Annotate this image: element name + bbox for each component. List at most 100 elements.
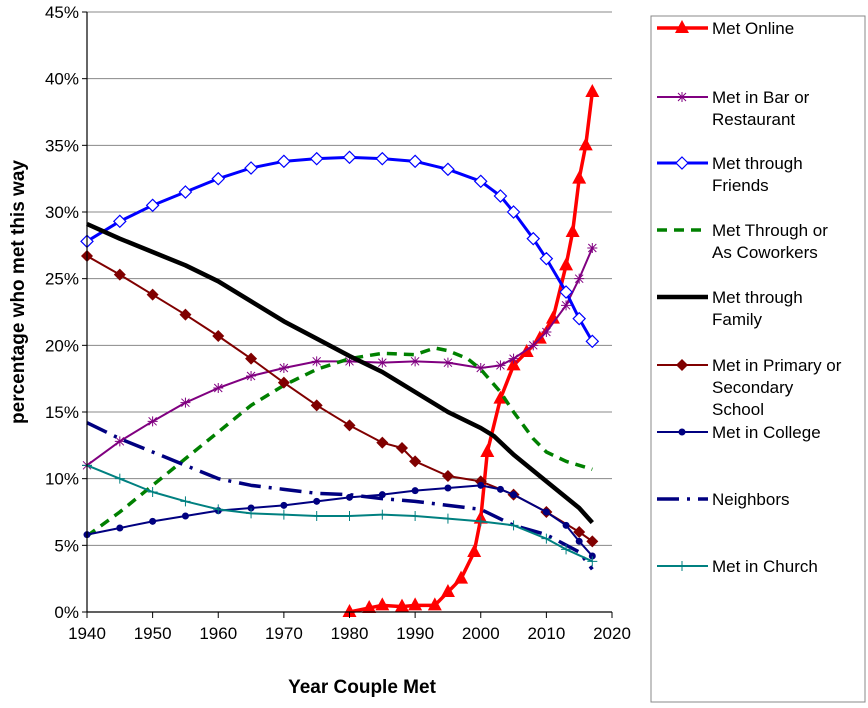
legend-label: Secondary bbox=[712, 378, 794, 397]
series-line bbox=[349, 91, 595, 614]
series-met-in-bar-or-restaurant bbox=[82, 243, 598, 471]
series-met-through-family bbox=[86, 221, 594, 525]
legend-label: Met Online bbox=[712, 19, 794, 38]
legend-label: Neighbors bbox=[712, 490, 790, 509]
data-point bbox=[562, 521, 570, 529]
data-point bbox=[375, 151, 390, 166]
data-point bbox=[377, 509, 388, 520]
y-tick-label: 35% bbox=[45, 136, 79, 155]
data-point bbox=[410, 511, 421, 521]
y-tick-label: 5% bbox=[54, 536, 79, 555]
data-point bbox=[145, 198, 160, 213]
legend: Met Online Met in Bar or Restaurant Met thr… bbox=[657, 19, 842, 576]
data-point bbox=[246, 371, 257, 381]
legend-label: Restaurant bbox=[712, 110, 795, 129]
data-point bbox=[442, 513, 453, 524]
x-tick-label: 2020 bbox=[593, 624, 631, 643]
data-point bbox=[278, 509, 289, 520]
data-point bbox=[178, 185, 193, 199]
data-point bbox=[247, 504, 255, 512]
y-tick-label: 45% bbox=[45, 3, 79, 22]
data-point bbox=[585, 334, 600, 349]
data-point bbox=[440, 584, 455, 597]
legend-item: Met Through or As Coworkers bbox=[657, 221, 828, 262]
data-point bbox=[408, 597, 423, 611]
legend-label: Met Through or bbox=[712, 221, 828, 240]
data-point bbox=[585, 84, 600, 97]
data-point bbox=[246, 508, 257, 519]
data-point bbox=[542, 508, 550, 516]
y-tick-label: 40% bbox=[45, 70, 79, 89]
data-point bbox=[277, 376, 290, 389]
data-point bbox=[545, 310, 560, 324]
data-point bbox=[565, 224, 580, 237]
legend-label: Met in College bbox=[712, 423, 821, 442]
data-point bbox=[573, 526, 586, 538]
data-point bbox=[587, 556, 598, 567]
data-point bbox=[311, 356, 322, 367]
x-tick-label: 1940 bbox=[68, 624, 106, 643]
y-tick-label: 10% bbox=[45, 470, 79, 489]
data-point bbox=[244, 161, 258, 175]
series-line bbox=[86, 155, 594, 343]
data-point bbox=[473, 174, 488, 189]
data-point bbox=[508, 520, 519, 531]
data-point bbox=[179, 308, 192, 321]
data-point bbox=[180, 496, 191, 507]
data-point bbox=[245, 352, 258, 365]
data-point bbox=[377, 357, 388, 368]
legend-item: Met Online bbox=[657, 19, 794, 38]
data-point bbox=[586, 535, 599, 548]
data-point bbox=[147, 416, 158, 427]
data-point bbox=[572, 311, 587, 326]
data-point bbox=[180, 397, 191, 408]
data-point bbox=[149, 517, 157, 525]
data-point bbox=[343, 419, 356, 432]
legend-marker bbox=[677, 561, 687, 571]
data-point bbox=[112, 214, 127, 229]
x-tick-label: 1950 bbox=[134, 624, 172, 643]
x-tick-label: 2010 bbox=[527, 624, 565, 643]
data-point bbox=[444, 484, 452, 492]
data-point bbox=[146, 288, 159, 301]
data-point bbox=[574, 273, 585, 284]
y-tick-label: 25% bbox=[45, 270, 79, 289]
data-point bbox=[344, 511, 355, 521]
data-point bbox=[114, 473, 125, 484]
legend-label: Family bbox=[712, 310, 763, 329]
legend-label: Met through bbox=[712, 288, 803, 307]
y-tick-label: 15% bbox=[45, 403, 79, 422]
x-axis-title: Year Couple Met bbox=[288, 677, 436, 698]
series-line bbox=[86, 221, 594, 525]
y-tick-label: 20% bbox=[45, 336, 79, 355]
data-point bbox=[575, 537, 583, 545]
data-point bbox=[212, 330, 225, 342]
data-point bbox=[362, 600, 377, 613]
x-tick-label: 2000 bbox=[462, 624, 500, 643]
series-met-in-church bbox=[82, 460, 598, 567]
data-point bbox=[467, 544, 482, 557]
legend-label: Met in Bar or bbox=[712, 88, 810, 107]
data-point bbox=[541, 533, 552, 544]
data-point bbox=[475, 516, 486, 527]
data-point bbox=[541, 327, 552, 337]
data-point bbox=[213, 504, 224, 515]
x-tick-label: 1980 bbox=[331, 624, 369, 643]
data-point bbox=[559, 285, 573, 299]
y-tick-label: 30% bbox=[45, 203, 79, 222]
series-met-through-friends bbox=[80, 150, 600, 349]
legend-label: As Coworkers bbox=[712, 243, 818, 262]
data-point bbox=[559, 257, 574, 271]
x-tick-label: 1990 bbox=[396, 624, 434, 643]
legend-label: Met in Church bbox=[712, 557, 818, 576]
data-point bbox=[277, 154, 291, 169]
series-met-in-primary-or-secondary-school bbox=[81, 250, 599, 548]
data-point bbox=[532, 330, 547, 344]
data-point bbox=[441, 162, 455, 177]
series-neighbors bbox=[86, 421, 594, 571]
data-point bbox=[561, 300, 572, 311]
series-line bbox=[85, 346, 593, 538]
data-point bbox=[454, 570, 469, 584]
legend-marker bbox=[676, 359, 688, 371]
legend-item: Met in Primary or Secondary School bbox=[657, 356, 842, 419]
